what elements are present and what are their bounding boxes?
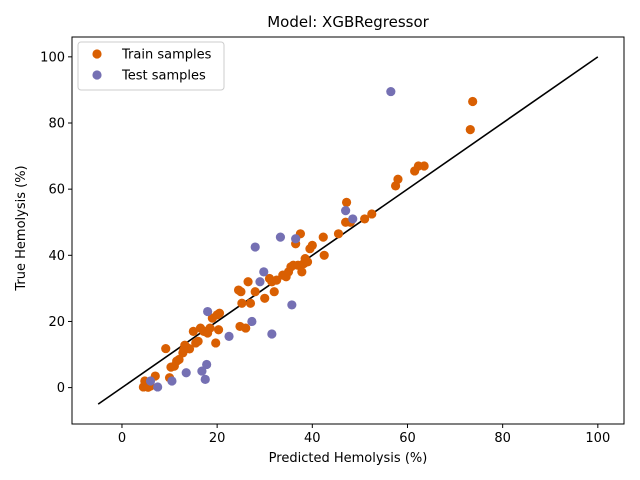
train-point-20 <box>193 336 203 346</box>
x-axis-title: Predicted Hemolysis (%) <box>269 451 428 466</box>
train-point-61 <box>341 197 352 207</box>
test-point-2 <box>167 376 177 386</box>
train-point-37 <box>250 287 260 297</box>
x-tick-label-80: 80 <box>494 431 511 446</box>
test-point-19 <box>386 86 396 97</box>
train-point-54 <box>302 257 313 267</box>
test-point-11 <box>255 277 265 287</box>
test-point-0 <box>145 376 156 386</box>
test-point-1 <box>153 382 163 392</box>
legend-box <box>77 41 225 91</box>
train-point-56 <box>307 240 317 250</box>
train-point-57 <box>318 232 328 242</box>
y-tick-label-40: 40 <box>48 249 65 264</box>
train-point-7 <box>161 343 171 354</box>
train-point-71 <box>468 96 478 107</box>
train-point-35 <box>243 277 253 287</box>
train-point-31 <box>236 287 246 297</box>
test-point-12 <box>259 267 269 277</box>
x-tick-label-0: 0 <box>118 431 126 446</box>
y-tick-label-80: 80 <box>48 117 65 132</box>
y-axis-title: True Hemolysis (%) <box>14 165 29 291</box>
train-point-51 <box>297 267 307 277</box>
legend-label-1: Test samples <box>121 69 206 84</box>
axes-frame <box>71 36 625 425</box>
train-point-29 <box>214 308 225 318</box>
legend-marker-0 <box>92 49 102 59</box>
train-point-36 <box>245 298 256 308</box>
train-point-63 <box>360 214 370 224</box>
train-point-34 <box>241 323 251 333</box>
test-point-14 <box>275 232 286 242</box>
test-point-13 <box>267 329 277 339</box>
x-tick-label-100: 100 <box>585 431 610 446</box>
test-point-17 <box>341 206 351 216</box>
train-point-38 <box>260 293 270 303</box>
legend-label-0: Train samples <box>121 48 212 63</box>
y-tick-label-20: 20 <box>48 315 65 330</box>
train-point-58 <box>319 250 329 260</box>
train-point-70 <box>465 125 475 135</box>
train-point-24 <box>205 323 215 333</box>
x-tick-label-40: 40 <box>304 431 321 446</box>
train-point-18 <box>188 326 198 336</box>
test-point-16 <box>291 234 301 244</box>
legend-marker-1 <box>92 70 102 80</box>
train-point-64 <box>367 209 377 219</box>
test-point-15 <box>287 300 297 310</box>
train-point-69 <box>419 161 429 171</box>
test-point-10 <box>250 242 260 252</box>
train-point-17 <box>184 344 195 354</box>
y-tick-label-60: 60 <box>48 183 65 198</box>
x-tick-label-20: 20 <box>209 431 226 446</box>
test-point-5 <box>200 374 210 384</box>
train-point-26 <box>211 338 221 348</box>
test-point-8 <box>224 331 234 341</box>
test-point-3 <box>181 368 191 378</box>
train-point-41 <box>269 287 279 297</box>
y-tick-label-0: 0 <box>57 381 65 396</box>
test-point-9 <box>247 316 257 327</box>
test-point-7 <box>203 306 213 317</box>
test-point-4 <box>197 366 207 376</box>
train-point-42 <box>272 275 282 285</box>
x-tick-label-60: 60 <box>399 431 416 446</box>
train-point-59 <box>333 229 344 239</box>
y-tick-label-100: 100 <box>40 50 65 65</box>
test-point-6 <box>202 359 212 370</box>
train-point-32 <box>237 298 247 308</box>
plot-area: 0 20 40 60 80 100 0 20 40 60 80 100 Train samples Tes… <box>40 36 625 446</box>
chart-title: Model: XGBRegressor <box>267 13 429 31</box>
test-point-18 <box>348 214 358 224</box>
train-point-28 <box>213 325 224 335</box>
train-point-66 <box>393 174 403 184</box>
